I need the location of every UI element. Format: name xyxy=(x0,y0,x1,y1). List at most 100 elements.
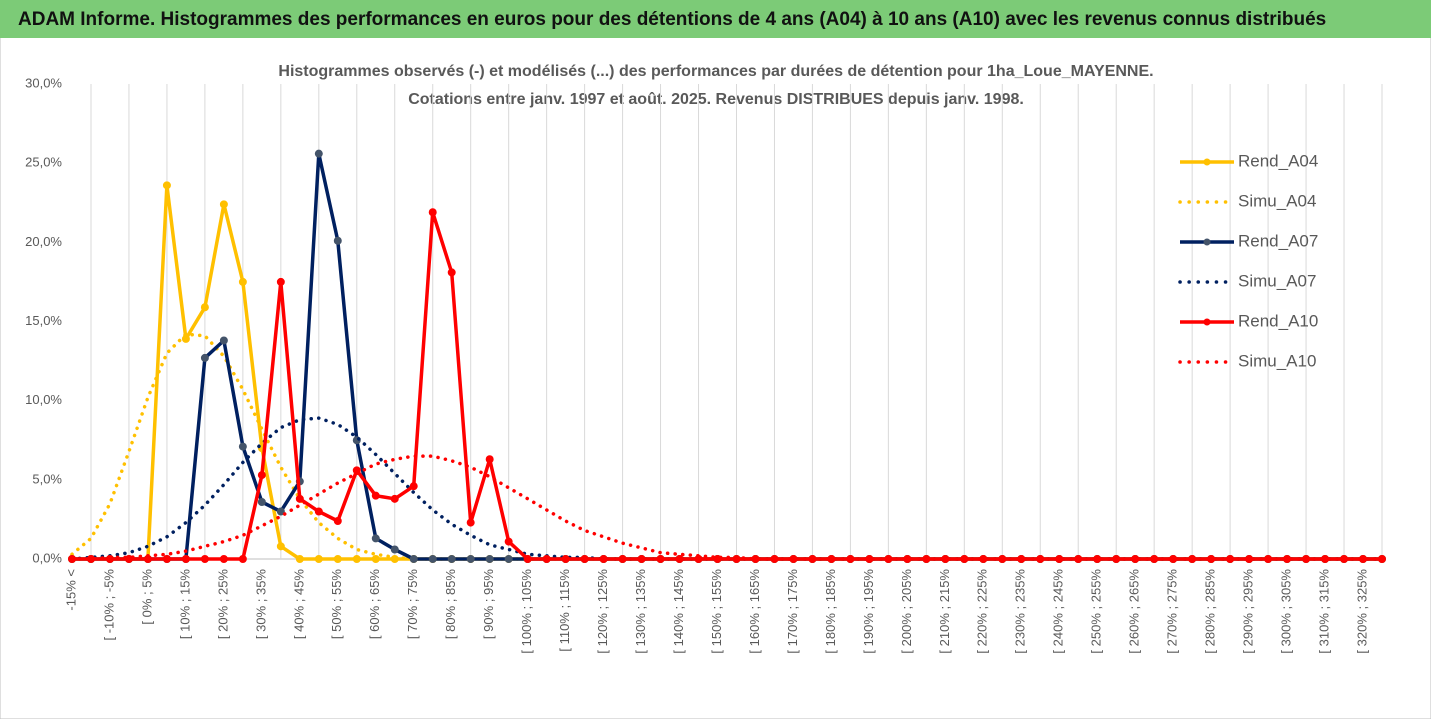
y-tick-label: 0,0% xyxy=(32,550,62,565)
point xyxy=(466,555,475,563)
x-tick-label: [ 250% ; 255% xyxy=(1089,569,1104,654)
point xyxy=(238,555,247,563)
x-tick-label: [ 150% ; 155% xyxy=(709,569,724,654)
point xyxy=(333,555,342,563)
point xyxy=(485,555,494,563)
point xyxy=(219,336,228,345)
chart-subtitle: Cotations entre janv. 1997 et août. 2025… xyxy=(408,91,1024,108)
x-tick-label: [ 20% ; 25% xyxy=(215,569,230,640)
point xyxy=(238,442,247,451)
x-tick-label: [ 320% ; 325% xyxy=(1354,569,1369,654)
x-tick-label: [ 180% ; 185% xyxy=(823,569,838,654)
point xyxy=(447,268,456,277)
point xyxy=(333,517,342,525)
x-tick-label: [ 260% ; 265% xyxy=(1127,569,1142,654)
point xyxy=(580,555,589,563)
point xyxy=(371,491,380,500)
point xyxy=(276,542,285,551)
x-tick-label: [ 100% ; 105% xyxy=(519,569,534,654)
point xyxy=(428,208,437,217)
x-tick-label: [ 280% ; 285% xyxy=(1203,569,1218,654)
point xyxy=(466,518,475,527)
point xyxy=(485,455,494,464)
series-line xyxy=(72,210,1382,561)
point xyxy=(371,555,380,563)
point xyxy=(390,494,399,503)
point xyxy=(390,545,399,554)
point xyxy=(162,555,171,563)
y-tick-label: 25,0% xyxy=(25,155,62,170)
x-tick-label: [ 70% ; 75% xyxy=(405,569,420,640)
point xyxy=(504,537,513,546)
x-tick-label: [ 240% ; 245% xyxy=(1051,569,1066,654)
series-line xyxy=(70,454,1384,561)
point xyxy=(599,555,608,563)
legend-label: Simu_A04 xyxy=(1238,191,1316,210)
header-title: ADAM Informe. Histogrammes des performan… xyxy=(18,9,1326,30)
y-tick-label: 5,0% xyxy=(32,471,62,486)
point xyxy=(314,507,323,516)
point xyxy=(219,200,228,209)
point xyxy=(656,555,665,563)
x-tick-label: [ 120% ; 125% xyxy=(595,569,610,654)
point xyxy=(637,555,646,563)
x-tick-label: [ 60% ; 65% xyxy=(367,569,382,640)
point xyxy=(295,555,304,563)
grid: 0,0% 5,0% 10,0% 15,0% 20,0% 25,0% 30,0% xyxy=(25,75,1383,565)
legend-marker xyxy=(1203,158,1211,166)
point xyxy=(295,494,304,503)
x-tick-label: [ -10% ; -5% xyxy=(101,569,116,641)
x-tick-label: [ 270% ; 275% xyxy=(1165,569,1180,654)
point xyxy=(409,555,418,563)
x-tick-label: [ 170% ; 175% xyxy=(785,569,800,654)
x-tick-label: [ 30% ; 35% xyxy=(253,569,268,640)
y-tick-label: 15,0% xyxy=(25,313,62,328)
point xyxy=(409,482,418,491)
x-tick-label: [ 230% ; 235% xyxy=(1013,569,1028,654)
point xyxy=(276,507,285,516)
point xyxy=(542,555,551,563)
point xyxy=(181,555,190,563)
point xyxy=(276,277,285,286)
x-tick-label: [ 130% ; 135% xyxy=(633,569,648,654)
x-tick-label: [ 190% ; 195% xyxy=(861,569,876,654)
x-tick-label: [ 310% ; 315% xyxy=(1316,569,1331,654)
x-tick-label: [ 300% ; 305% xyxy=(1279,569,1294,654)
x-tick-label: [ 290% ; 295% xyxy=(1241,569,1256,654)
x-tick-label: [ 210% ; 215% xyxy=(937,569,952,654)
point xyxy=(504,555,513,563)
legend-label: Simu_A07 xyxy=(1238,271,1316,290)
x-tick-label: [ 10% ; 15% xyxy=(177,569,192,640)
x-axis: -15% < [ -10% ; -5% [ 0% ; 5% [ 10% ; 15% [ … xyxy=(63,569,1369,654)
y-tick-label: 10,0% xyxy=(25,392,62,407)
x-tick-label: [ 80% ; 85% xyxy=(443,569,458,640)
x-tick-label: [ 110% ; 115% xyxy=(557,569,572,652)
x-tick-label: [ 140% ; 145% xyxy=(671,569,686,654)
point xyxy=(447,555,456,563)
point xyxy=(314,555,323,563)
x-tick-label: -15% < xyxy=(63,569,78,611)
point xyxy=(162,181,171,190)
point xyxy=(257,498,266,506)
point xyxy=(200,303,209,312)
legend-label: Rend_A04 xyxy=(1238,151,1318,170)
point xyxy=(219,555,228,563)
point xyxy=(333,236,342,245)
point xyxy=(561,555,570,563)
x-tick-label: [ 200% ; 205% xyxy=(899,569,914,654)
point xyxy=(675,555,684,563)
legend-marker xyxy=(1203,318,1211,326)
legend: Rend_A04 Simu_A04 Rend_A07 Simu_A07 Rend_A10… xyxy=(1178,151,1318,370)
legend-label: Rend_A10 xyxy=(1238,311,1318,330)
legend-label: Rend_A07 xyxy=(1238,231,1318,250)
point xyxy=(257,471,266,480)
y-tick-label: 30,0% xyxy=(25,75,62,90)
plot xyxy=(68,149,1386,563)
x-tick-label: [ 40% ; 45% xyxy=(291,569,306,640)
point xyxy=(523,555,532,563)
point xyxy=(200,353,209,362)
x-tick-label: [ 90% ; 95% xyxy=(481,569,496,640)
x-tick-label: [ 220% ; 225% xyxy=(975,569,990,654)
legend-label: Simu_A10 xyxy=(1238,351,1316,370)
